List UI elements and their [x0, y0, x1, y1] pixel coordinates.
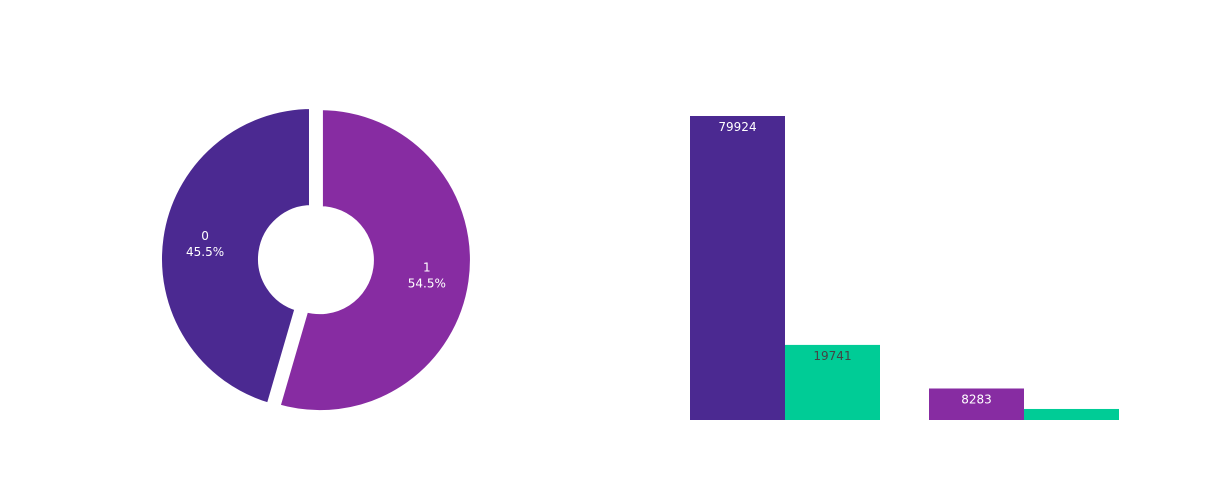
bar-1-0[interactable] [929, 388, 1024, 420]
bar-0-1[interactable] [785, 344, 880, 420]
bar-label-0-1: 19741 [813, 349, 851, 363]
bar-chart: 79924 19741 8283 [690, 116, 1119, 420]
pie-slice-label-1: 1 [423, 260, 431, 274]
pie-slice-label-0: 0 [201, 229, 209, 243]
bar-label-1-0: 8283 [961, 392, 992, 406]
donut-chart: 1 54.5% 0 45.5% [156, 102, 476, 417]
bar-label-0-0: 79924 [718, 120, 756, 134]
pie-slice-percent-1: 54.5% [408, 276, 446, 290]
pie-slice-0[interactable] [156, 102, 315, 410]
pie-slice-1[interactable] [273, 104, 476, 417]
bar-0-0[interactable] [690, 116, 785, 420]
bar-1-1[interactable] [1024, 408, 1119, 420]
pie-slice-percent-0: 45.5% [186, 245, 224, 259]
